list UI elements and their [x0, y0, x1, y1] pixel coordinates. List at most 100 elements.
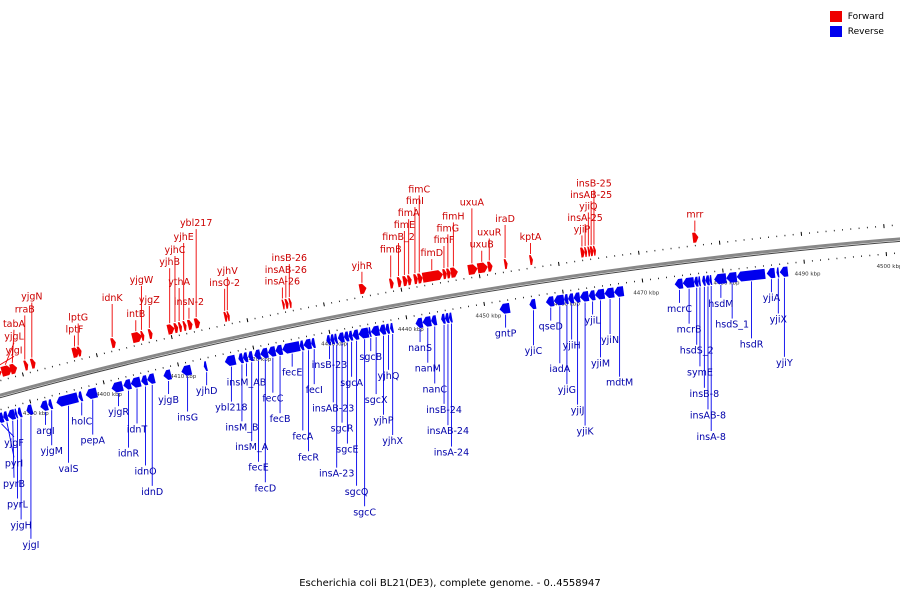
gene-arrow-idnK[interactable]: [110, 337, 116, 349]
gene-arrow-yjiQ[interactable]: [587, 246, 591, 257]
gene-arrow-yjgN[interactable]: [29, 358, 36, 369]
gene-arrow-gntP[interactable]: [499, 302, 511, 314]
gene-arrow-yjiC[interactable]: [529, 298, 537, 310]
gene-arrow-nanC[interactable]: [431, 315, 438, 326]
gene-arrow-sgcE[interactable]: [343, 331, 350, 342]
gene-arrow-yjiM[interactable]: [594, 288, 606, 300]
gene-arrow-sgcX[interactable]: [370, 325, 381, 337]
gene-arrow-yjiH[interactable]: [568, 293, 575, 304]
gene-arrow-yjiG[interactable]: [564, 294, 569, 305]
gene-arrow-yjiJ[interactable]: [573, 292, 581, 303]
gene-arrow-intB[interactable]: [131, 331, 143, 344]
gene-arrow-insAB-8[interactable]: [705, 275, 710, 286]
gene-arrow-fecR[interactable]: [303, 338, 313, 350]
gene-arrow-mdtM[interactable]: [614, 286, 625, 297]
gene-arrow-hsdS_1[interactable]: [726, 272, 738, 283]
gene-arrow-insM_B[interactable]: [238, 353, 244, 364]
gene-arrow-yjgZ[interactable]: [147, 328, 153, 340]
gene-arrow-sgcR[interactable]: [337, 332, 345, 343]
gene-arrow-ythA[interactable]: [177, 321, 182, 333]
gene-arrow-fimA[interactable]: [406, 275, 412, 286]
gene-arrow-yjiX[interactable]: [776, 267, 780, 278]
gene-arrow-yjgW[interactable]: [140, 330, 145, 341]
gene-arrow-iadA[interactable]: [553, 294, 565, 306]
gene-arrow-yjiP[interactable]: [580, 247, 585, 258]
gene-arrow-argI[interactable]: [40, 400, 49, 411]
gene-arrow-yjgB[interactable]: [163, 369, 173, 381]
gene-arrow-insAB-26[interactable]: [284, 298, 289, 309]
gene-arrow-valS[interactable]: [56, 392, 79, 407]
gene-arrow-yjiA[interactable]: [766, 267, 776, 279]
gene-arrow-mcrC[interactable]: [674, 278, 684, 289]
gene-arrow-insG[interactable]: [181, 364, 193, 376]
gene-arrow-hsdR[interactable]: [736, 268, 766, 282]
gene-arrow-yjhV[interactable]: [226, 311, 230, 322]
gene-arrow-uxuB[interactable]: [476, 262, 488, 274]
gene-arrow-insA-8[interactable]: [709, 274, 713, 286]
gene-arrow-rraB[interactable]: [23, 360, 29, 371]
gene-arrow-insA-26[interactable]: [281, 299, 285, 310]
gene-arrow-insAB-24[interactable]: [444, 313, 450, 324]
gene-arrow-fecB[interactable]: [275, 344, 284, 356]
gene-arrow-sgcC[interactable]: [358, 327, 370, 339]
gene-arrow-sgcB[interactable]: [368, 327, 372, 338]
gene-arrow-yjgL[interactable]: [0, 365, 12, 377]
gene-arrow-fimG[interactable]: [446, 268, 451, 279]
gene-arrow-iraD[interactable]: [503, 258, 508, 270]
gene-arrow-insB-26[interactable]: [288, 298, 292, 309]
gene-arrow-fimB[interactable]: [388, 278, 394, 289]
gene-arrow-sgcA[interactable]: [348, 330, 354, 341]
gene-arrow-holC[interactable]: [78, 391, 84, 402]
gene-arrow-insO-2[interactable]: [223, 311, 228, 322]
gene-arrow-yjhQ[interactable]: [385, 323, 391, 334]
gene-arrow-yjgI[interactable]: [26, 404, 34, 415]
gene-arrow-fimB_2[interactable]: [396, 277, 402, 288]
gene-arrow-yjgF[interactable]: [0, 412, 5, 423]
gene-arrow-insA-24[interactable]: [448, 312, 453, 323]
gene-arrow-insM_AB[interactable]: [242, 352, 249, 363]
gene-arrow-hsdM[interactable]: [714, 273, 727, 285]
gene-arrow-yjiL[interactable]: [588, 290, 596, 301]
gene-arrow-pepA[interactable]: [85, 387, 99, 400]
gene-arrow-pyrI[interactable]: [3, 411, 9, 422]
gene-arrow-insB-24[interactable]: [441, 313, 446, 324]
gene-arrow-insB-25[interactable]: [592, 245, 596, 256]
gene-arrow-pyrB[interactable]: [7, 409, 17, 420]
gene-arrow-uxuA[interactable]: [467, 264, 478, 275]
gene-arrow-mcrB[interactable]: [682, 277, 695, 288]
gene-arrow-yjhB[interactable]: [166, 324, 175, 335]
gene-arrow-yjgH[interactable]: [17, 407, 23, 418]
gene-arrow-yjiN[interactable]: [604, 287, 615, 299]
gene-arrow-fimC[interactable]: [417, 273, 423, 284]
gene-arrow-idnR[interactable]: [123, 379, 132, 390]
gene-arrow-insN-2[interactable]: [186, 319, 193, 331]
gene-arrow-symE[interactable]: [698, 276, 702, 287]
gene-arrow-yjiY[interactable]: [779, 266, 789, 277]
gene-arrow-insB-23[interactable]: [326, 334, 332, 346]
gene-arrow-insAB-23[interactable]: [330, 334, 335, 345]
gene-arrow-lptF[interactable]: [71, 347, 80, 358]
gene-arrow-yjgM[interactable]: [48, 399, 54, 410]
gene-arrow-fecE[interactable]: [282, 341, 301, 354]
gene-arrow-idnO[interactable]: [141, 375, 149, 386]
gene-arrow-yjiK[interactable]: [579, 291, 590, 302]
gene-arrow-insB-8[interactable]: [702, 275, 706, 286]
gene-arrow-fecC[interactable]: [267, 346, 277, 357]
gene-arrow-fimI[interactable]: [413, 274, 418, 285]
gene-arrow-fecE[interactable]: [254, 349, 262, 360]
gene-arrow-pyrL[interactable]: [14, 408, 19, 419]
gene-arrow-yjhR[interactable]: [358, 283, 367, 295]
gene-arrow-ybl217[interactable]: [193, 318, 201, 329]
gene-arrow-yjhX[interactable]: [390, 322, 395, 334]
gene-arrow-yjhP[interactable]: [379, 324, 387, 335]
gene-arrow-fecI[interactable]: [311, 337, 316, 349]
gene-arrow-mrr[interactable]: [692, 232, 699, 243]
gene-arrow-insA-23[interactable]: [334, 333, 339, 344]
gene-arrow-fecA[interactable]: [299, 340, 305, 351]
gene-arrow-insAB-25[interactable]: [589, 246, 594, 257]
gene-arrow-hsdS_2[interactable]: [693, 276, 699, 287]
gene-arrow-yjgR[interactable]: [111, 381, 124, 393]
gene-arrow-qseD[interactable]: [545, 296, 555, 307]
gene-arrow-yjgI[interactable]: [0, 368, 2, 379]
gene-arrow-uxuR[interactable]: [487, 261, 493, 272]
